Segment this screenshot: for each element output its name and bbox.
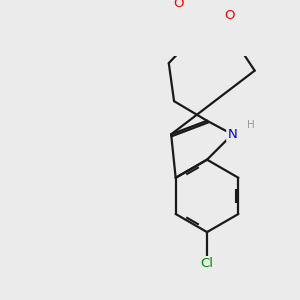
Text: O: O (224, 9, 235, 22)
Text: H: H (247, 120, 254, 130)
Text: N: N (227, 128, 237, 141)
Text: O: O (174, 0, 184, 10)
Text: Cl: Cl (200, 257, 214, 270)
